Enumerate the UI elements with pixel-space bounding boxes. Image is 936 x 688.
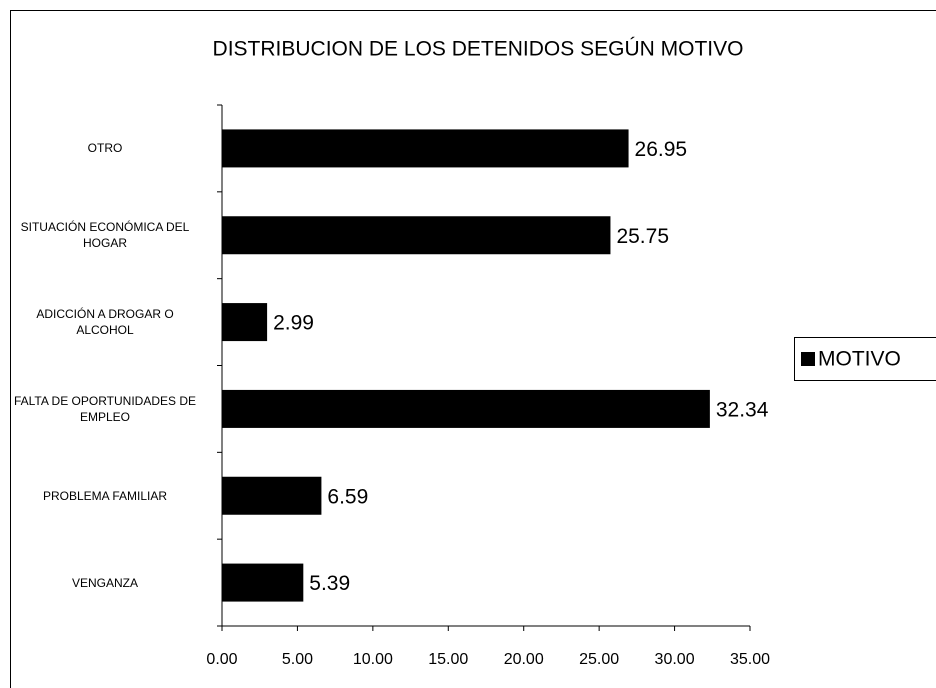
y-tick-label: OTRO: [87, 141, 123, 156]
y-tick-label: PROBLEMA FAMILIAR: [42, 488, 168, 503]
x-tick-label: 20.00: [504, 651, 544, 668]
legend-label: MOTIVO: [818, 348, 901, 371]
bar: [222, 563, 304, 602]
chart-frame: [10, 10, 936, 688]
y-tick-label: VENGANZA: [71, 575, 138, 590]
value-label: 32.34: [716, 398, 769, 421]
value-label: 2.99: [273, 312, 314, 335]
legend-box: [794, 337, 936, 381]
value-label: 5.39: [309, 572, 350, 595]
x-tick-label: 30.00: [655, 651, 695, 668]
y-tick-label: SITUACIÓN ECONÓMICA DEL HOGAR: [20, 220, 190, 251]
chart-title: DISTRIBUCION DE LOS DETENIDOS SEGÚN MOTI…: [213, 38, 744, 61]
x-tick-label: 10.00: [353, 651, 393, 668]
y-tick-label: FALTA DE OPORTUNIDADES DE EMPLEO: [13, 393, 197, 424]
value-label: 25.75: [616, 225, 669, 248]
x-tick-label: 0.00: [206, 651, 237, 668]
x-tick-label: 5.00: [282, 651, 313, 668]
value-label: 26.95: [635, 138, 688, 161]
x-tick-label: 15.00: [428, 651, 468, 668]
x-tick-label: 35.00: [730, 651, 770, 668]
bar: [222, 129, 629, 168]
bar: [222, 476, 322, 515]
bar: [222, 216, 611, 255]
y-tick-label: ADICCIÓN A DROGAR O ALCOHOL: [36, 307, 174, 338]
legend-swatch: [801, 352, 815, 366]
x-tick-label: 25.00: [579, 651, 619, 668]
value-label: 6.59: [327, 485, 368, 508]
bar: [222, 303, 268, 342]
bar: [222, 389, 710, 428]
